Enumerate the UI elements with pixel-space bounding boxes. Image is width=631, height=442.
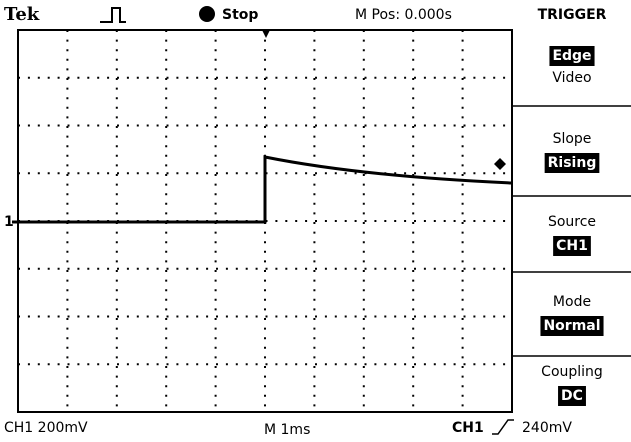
highlight [540,316,604,336]
menu-value: DC [561,388,583,404]
timebase: M 1ms [264,422,310,438]
trigger-level-marker [494,158,506,170]
channel-scale: CH1 200mV [4,420,88,436]
slope-icon [492,419,514,435]
run-status: Stop [222,7,258,23]
menu-value: CH1 [556,238,588,254]
trigger-source: CH1 [452,420,484,436]
graticule [18,30,512,412]
menu-option-selected: Edge [552,48,591,64]
trigger-position-marker [262,30,270,38]
highlight [544,153,600,173]
menu-label: Coupling [541,364,603,380]
acquire-icon [100,7,126,23]
menu-option: Video [552,70,591,86]
channel-marker: 1 [4,214,14,230]
menu-value: Normal [543,318,600,334]
side-menu: Edge Video Slope Rising Source CH1 Mode Normal C… [512,46,631,406]
menu-label: Source [548,214,596,230]
trigger-level: 240mV [522,420,572,436]
menu-title: TRIGGER [538,7,607,23]
highlight [553,236,591,256]
waveform [12,155,513,224]
menu-label: Slope [553,131,592,147]
menu-label: Mode [553,294,591,310]
brand: Tek [4,4,40,25]
highlight [549,46,595,66]
highlight [558,386,586,406]
menu-value: Rising [548,155,597,171]
m-position: M Pos: 0.000s [355,7,452,23]
stop-indicator [199,6,215,22]
